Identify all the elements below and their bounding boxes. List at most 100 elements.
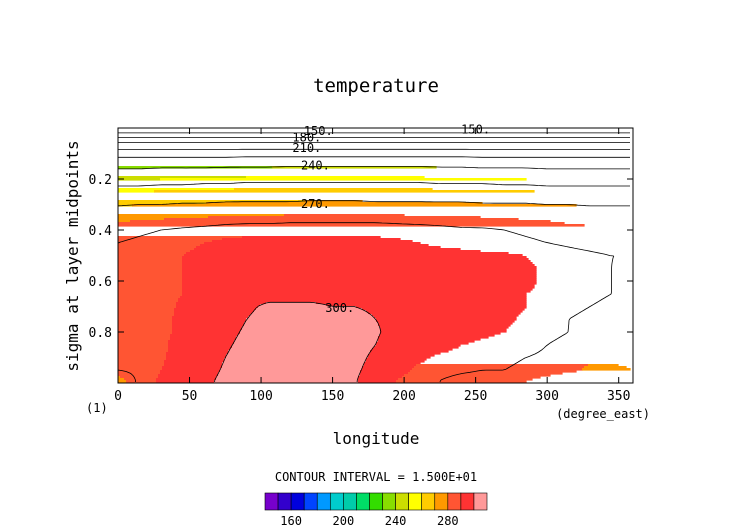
field-cell xyxy=(230,348,373,351)
field-cell xyxy=(182,256,527,259)
field-cell xyxy=(164,360,225,363)
y-tick-label: 0.4 xyxy=(89,224,113,239)
field-cell xyxy=(178,300,527,303)
field-cell xyxy=(118,290,183,293)
field-cell xyxy=(118,378,125,381)
field-cell xyxy=(118,286,183,289)
contour-label: 270. xyxy=(301,197,330,211)
field-cell xyxy=(220,368,363,371)
field-cell xyxy=(358,376,403,379)
plot-frame xyxy=(117,127,634,384)
field-cell xyxy=(172,322,245,325)
field-cell xyxy=(182,272,537,275)
field-cell xyxy=(182,294,527,297)
field-cell xyxy=(182,260,531,263)
panel-label: (1) xyxy=(86,401,108,415)
x-tick-label: 0 xyxy=(114,389,122,404)
field-cell xyxy=(266,302,317,305)
field-cell xyxy=(118,244,201,247)
colorbar-tick-label: 200 xyxy=(333,514,355,528)
field-cell xyxy=(224,360,367,363)
field-cell xyxy=(360,374,405,377)
field-cell xyxy=(376,342,469,345)
field-cell xyxy=(378,322,513,325)
field-cell xyxy=(182,274,537,277)
field-cell xyxy=(118,376,121,379)
field-cell xyxy=(362,308,525,311)
field-cell xyxy=(214,380,359,383)
contour-label: 180. xyxy=(292,131,321,145)
y-tick-label: 0.8 xyxy=(89,326,112,341)
contour-line-255 xyxy=(118,182,630,187)
y-tick-label: 0.2 xyxy=(89,173,112,188)
field-cell xyxy=(366,360,425,363)
field-cell xyxy=(118,358,167,361)
field-cell xyxy=(156,380,215,383)
field-cell xyxy=(326,304,527,307)
field-cell xyxy=(364,364,417,367)
field-cell xyxy=(118,222,565,225)
field-cell xyxy=(248,316,375,319)
colorbar-swatch xyxy=(303,492,318,511)
field-cell xyxy=(260,304,327,307)
field-cell xyxy=(118,294,183,297)
field-cell xyxy=(364,362,421,365)
field-cell xyxy=(118,356,167,359)
field-cell xyxy=(358,378,399,381)
field-cell xyxy=(242,236,381,239)
colorbar-swatch xyxy=(382,492,396,511)
field-cell xyxy=(360,370,411,373)
field-cell xyxy=(182,280,537,283)
field-cell xyxy=(118,264,183,267)
field-cell xyxy=(224,358,367,361)
x-tick-label: 200 xyxy=(392,389,415,404)
field-cell xyxy=(172,330,241,333)
field-cell xyxy=(160,178,527,181)
field-cell xyxy=(356,306,527,309)
field-cell xyxy=(118,366,163,369)
field-cell xyxy=(118,242,205,245)
field-cell xyxy=(412,368,583,371)
colorbar-swatch xyxy=(460,492,475,511)
field-cell xyxy=(118,236,243,239)
field-cell xyxy=(118,274,183,277)
field-cell xyxy=(226,356,369,359)
field-cell xyxy=(284,214,405,217)
field-cell xyxy=(118,200,305,203)
field-cell xyxy=(168,342,235,345)
field-cell xyxy=(212,240,413,243)
field-cell xyxy=(380,328,507,331)
field-cell xyxy=(118,336,171,339)
contour-label: 240. xyxy=(301,159,330,173)
field-cell xyxy=(272,166,437,169)
field-cell xyxy=(118,224,585,227)
field-cell xyxy=(118,326,173,329)
field-cell xyxy=(118,298,179,301)
contour-line-225 xyxy=(118,156,630,158)
field-cell xyxy=(118,272,183,275)
field-cell xyxy=(118,278,183,281)
field-cell xyxy=(378,338,481,341)
colorbar-swatch xyxy=(316,492,331,511)
field-cell xyxy=(162,368,221,371)
field-cell xyxy=(176,304,261,307)
field-cell xyxy=(402,376,541,379)
x-tick-label: 300 xyxy=(535,389,558,404)
field-cell xyxy=(182,264,535,267)
field-cell xyxy=(584,366,627,369)
field-cell xyxy=(378,340,475,343)
field-cell xyxy=(416,364,589,367)
field-cell xyxy=(222,364,365,367)
field-cell xyxy=(118,338,171,341)
field-cell xyxy=(118,330,173,333)
field-cell xyxy=(182,282,537,285)
field-cell xyxy=(236,338,379,341)
field-cell xyxy=(118,310,175,313)
field-cell xyxy=(206,202,483,205)
field-cell xyxy=(404,374,551,377)
field-cell xyxy=(118,218,165,221)
field-cell xyxy=(118,220,131,223)
field-cell xyxy=(118,316,173,319)
field-cell xyxy=(240,332,381,335)
